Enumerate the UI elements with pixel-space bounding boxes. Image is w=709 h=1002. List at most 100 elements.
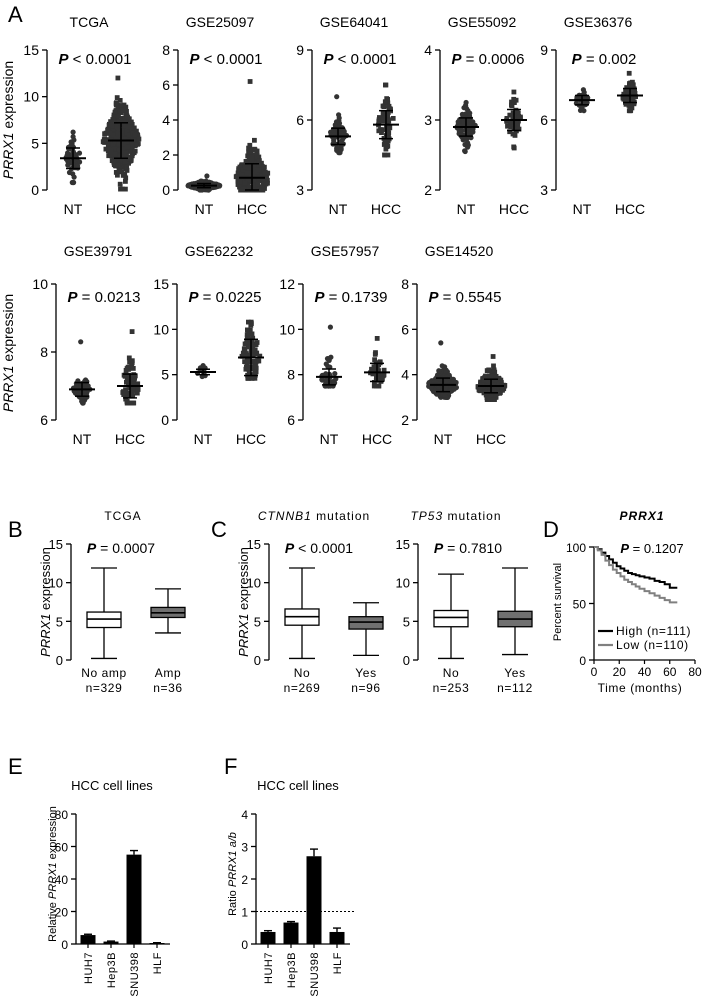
scatter-point: [117, 98, 123, 103]
box-y-tick-label: 0: [403, 653, 410, 668]
p-letter: P: [428, 289, 439, 306]
scatter-point: [111, 162, 117, 168]
scatter-point: [456, 127, 462, 134]
scatter-point: [236, 167, 242, 173]
scatter-point: [623, 96, 629, 102]
box-plot-title: CTNNB1 mutation: [258, 509, 370, 523]
scatter-point: [123, 104, 129, 110]
scatter-point: [245, 327, 250, 333]
scatter-point: [516, 118, 521, 124]
scatter-x-label: NT: [329, 201, 348, 217]
p-number: 0.0007: [112, 540, 155, 556]
scatter-point: [241, 178, 247, 184]
y-axis-title: PRRX1 expression: [0, 294, 16, 412]
scatter-point: [491, 388, 497, 394]
scatter-y-tick-label: 8: [40, 344, 48, 360]
scatter-point: [249, 157, 254, 163]
scatter-x-label: HCC: [237, 201, 267, 217]
scatter-point: [128, 148, 134, 153]
scatter-y-tick-label: 2: [424, 182, 432, 198]
scatter-point: [126, 372, 132, 378]
scatter-y-tick-label: 6: [162, 77, 170, 93]
scatter-point: [491, 367, 497, 373]
scatter-point: [462, 142, 468, 148]
scatter-point: [117, 168, 122, 174]
scatter-point: [518, 114, 523, 120]
scatter-point: [377, 374, 383, 380]
scatter-point: [376, 118, 382, 124]
scatter-title: GSE14520: [425, 243, 494, 259]
box-plot-title-gene: TP53: [410, 509, 443, 523]
scatter-point: [242, 341, 248, 347]
scatter-point: [507, 129, 513, 135]
scatter-point: [243, 159, 249, 164]
scatter-point: [505, 123, 510, 129]
box-y-tick-label: 15: [247, 537, 261, 552]
scatter-point: [246, 165, 252, 171]
scatter-point: [115, 162, 121, 168]
survival-plot: 0 50 100 0 20 40 60 80 PRRX1 P = 0.1207 Time (mont…: [552, 509, 702, 695]
scatter-point: [129, 144, 135, 149]
scatter-point: [515, 123, 521, 128]
scatter-y-tick-label: 12: [279, 276, 295, 292]
scatter-x-label: NT: [195, 201, 214, 217]
bar-huh7: [80, 935, 96, 944]
scatter-point: [115, 172, 120, 178]
scatter-point: [486, 367, 492, 373]
scatter-y-tick-label: 3: [424, 112, 432, 128]
scatter-point: [369, 366, 374, 372]
box-body: [433, 609, 469, 628]
scatter-point: [465, 108, 471, 114]
scatter-point: [323, 361, 329, 367]
bar-huh7: [260, 931, 276, 944]
bar-y-tick-label: 60: [55, 841, 69, 855]
bar-hep3b: [103, 941, 119, 944]
p-operator: =: [629, 541, 644, 556]
scatter-point: [243, 366, 249, 372]
box-plot-title-suffix: mutation: [312, 509, 370, 523]
scatter-point: [507, 112, 513, 118]
scatter-point: [65, 162, 71, 168]
scatter-point: [246, 364, 252, 370]
box-plot-c1: 0 5 10 15 CTNNB1 mutation P < 0.0001 Non=269 Ye…: [247, 509, 384, 695]
scatter-x-label: NT: [434, 431, 453, 447]
y-axis-title: PRRX1 expression: [236, 547, 251, 657]
scatter-point: [633, 94, 638, 99]
scatter-point: [379, 130, 384, 135]
scatter-point: [132, 148, 138, 154]
scatter-point: [132, 373, 138, 379]
scatter-y-tick-label: 0: [161, 412, 169, 428]
scatter-y-tick-label: 10: [32, 276, 48, 292]
scatter-point: [242, 348, 248, 354]
scatter-point: [111, 159, 117, 165]
survival-x-tick-label: 0: [591, 665, 598, 679]
bar-x-label: HLF: [332, 952, 344, 974]
scatter-point: [482, 374, 488, 380]
scatter-point: [253, 164, 259, 170]
scatter-point: [385, 100, 391, 106]
scatter-point: [374, 336, 380, 341]
scatter-point: [122, 123, 128, 129]
scatter-point: [382, 152, 388, 158]
p-operator: <: [334, 51, 351, 68]
scatter-point: [129, 358, 135, 364]
scatter-point: [513, 97, 519, 103]
bar-y-title-prefix: Relative: [47, 899, 59, 942]
scatter-point: [511, 89, 517, 95]
survival-x-tick-label: 80: [688, 665, 702, 679]
scatter-y-tick-label: 8: [287, 367, 295, 383]
scatter-x-label: HCC: [615, 201, 645, 217]
scatter-point: [106, 141, 111, 147]
bar-x-label: Hep3B: [286, 952, 298, 988]
scatter-point: [382, 99, 388, 105]
scatter-point: [436, 368, 442, 374]
p-letter: P: [314, 289, 325, 306]
y-axis-title-gene: PRRX1: [236, 614, 251, 657]
survival-y-tick-label: 50: [573, 598, 587, 612]
scatter-point: [74, 163, 81, 169]
scatter-point: [499, 386, 505, 392]
p-letter: P: [87, 540, 97, 556]
p-letter: P: [572, 51, 583, 68]
